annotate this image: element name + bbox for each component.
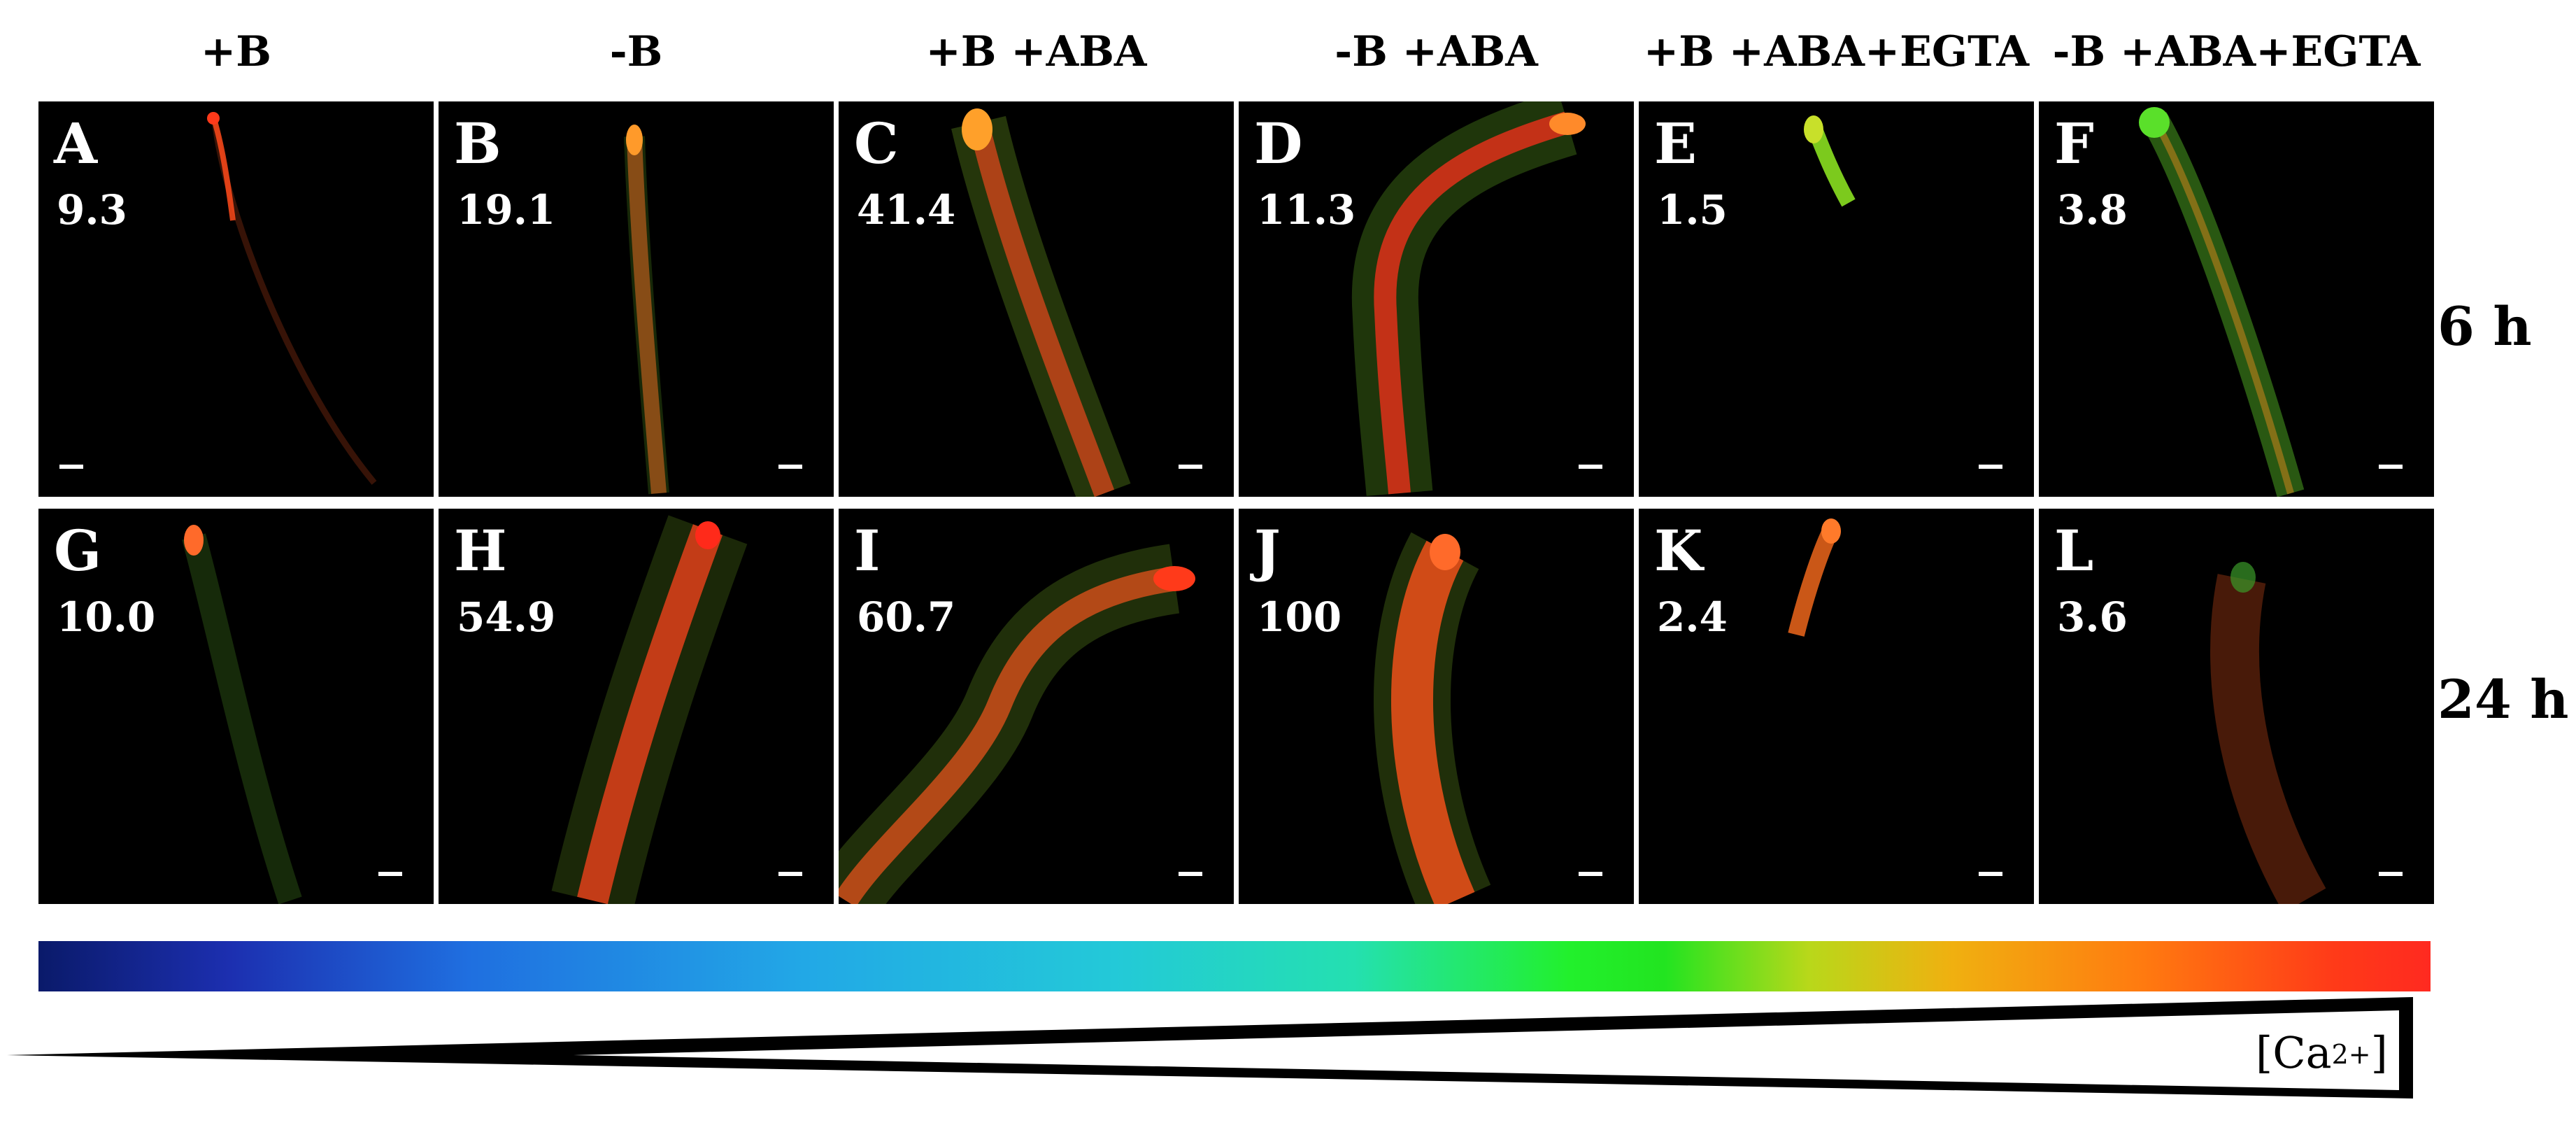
scale-bar xyxy=(1179,872,1202,876)
panel-b: B 19.1 xyxy=(439,101,834,497)
root-image xyxy=(182,525,302,904)
scale-bar xyxy=(1579,465,1602,469)
scale-bar xyxy=(778,872,802,876)
panel-letter: A xyxy=(54,111,98,176)
panel-value: 11.3 xyxy=(1257,186,1356,234)
panel-letter: I xyxy=(854,518,881,584)
scale-bar xyxy=(2379,465,2403,469)
panel-value: 41.4 xyxy=(857,186,956,234)
scale-bar xyxy=(778,465,802,469)
concentration-wedge xyxy=(7,997,2413,1099)
calcium-color-scale xyxy=(38,941,2431,991)
panel-l: L 3.6 xyxy=(2039,509,2434,904)
row-label-6h: 6 h xyxy=(2438,295,2532,358)
panel-letter: G xyxy=(54,518,102,584)
column-header-plus-b-aba-egta: +B +ABA+EGTA xyxy=(1643,27,2030,76)
panel-letter: C xyxy=(854,111,899,176)
panel-value: 54.9 xyxy=(457,593,556,641)
scale-bar xyxy=(378,872,402,876)
panel-letter: H xyxy=(454,518,507,584)
panel-value: 19.1 xyxy=(457,186,556,234)
panel-value: 100 xyxy=(1257,593,1342,641)
calcium-label: [Ca2+] xyxy=(2256,1027,2388,1078)
panel-a: A 9.3 xyxy=(38,101,434,497)
scale-bar xyxy=(1179,465,1202,469)
panel-letter: B xyxy=(454,111,501,176)
root-image xyxy=(1374,532,1491,904)
root-image xyxy=(624,125,669,495)
root-image xyxy=(551,515,748,904)
panel-letter: F xyxy=(2054,111,2094,176)
column-header-minus-b-aba-egta: -B +ABA+EGTA xyxy=(2052,27,2421,76)
panel-k: K 2.4 xyxy=(1639,509,2034,904)
panel-i: I 60.7 xyxy=(839,509,1234,904)
root-image xyxy=(839,544,1195,904)
column-header-plus-b-aba: +B +ABA xyxy=(925,27,1147,76)
panel-letter: E xyxy=(1654,111,1697,176)
panel-letter: K xyxy=(1654,518,1703,584)
column-header-minus-b: -B xyxy=(609,27,663,76)
scale-bar xyxy=(1979,465,2002,469)
panel-f: F 3.8 xyxy=(2039,101,2434,497)
panel-value: 3.8 xyxy=(2057,186,2128,234)
column-header-minus-b-aba: -B +ABA xyxy=(1335,27,1538,76)
panel-value: 3.6 xyxy=(2057,593,2128,641)
panel-value: 1.5 xyxy=(1657,186,1728,234)
panel-value: 2.4 xyxy=(1657,593,1728,641)
panel-e: E 1.5 xyxy=(1639,101,2034,497)
column-header-plus-b: +B xyxy=(201,27,271,76)
panel-letter: L xyxy=(2054,518,2094,584)
root-image xyxy=(1351,101,1586,496)
root-image xyxy=(2139,107,2305,497)
root-image xyxy=(1788,518,1841,637)
scale-bar xyxy=(1579,872,1602,876)
root-image xyxy=(207,112,377,485)
panel-g: G 10.0 xyxy=(38,509,434,904)
panel-c: C 41.4 xyxy=(839,101,1234,497)
panel-letter: D xyxy=(1254,111,1303,176)
panel-value: 9.3 xyxy=(57,186,127,234)
scale-bar xyxy=(1979,872,2002,876)
row-label-24h: 24 h xyxy=(2438,668,2569,730)
panel-d: D 11.3 xyxy=(1239,101,1634,497)
panel-letter: J xyxy=(1254,518,1281,584)
root-image xyxy=(951,108,1131,497)
scale-bar xyxy=(2379,872,2403,876)
panel-h: H 54.9 xyxy=(439,509,834,904)
panel-value: 10.0 xyxy=(57,593,156,641)
root-image xyxy=(2210,562,2326,904)
panel-value: 60.7 xyxy=(857,593,956,641)
panel-j: J 100 xyxy=(1239,509,1634,904)
scale-bar xyxy=(59,465,83,469)
root-image xyxy=(1804,115,1856,207)
